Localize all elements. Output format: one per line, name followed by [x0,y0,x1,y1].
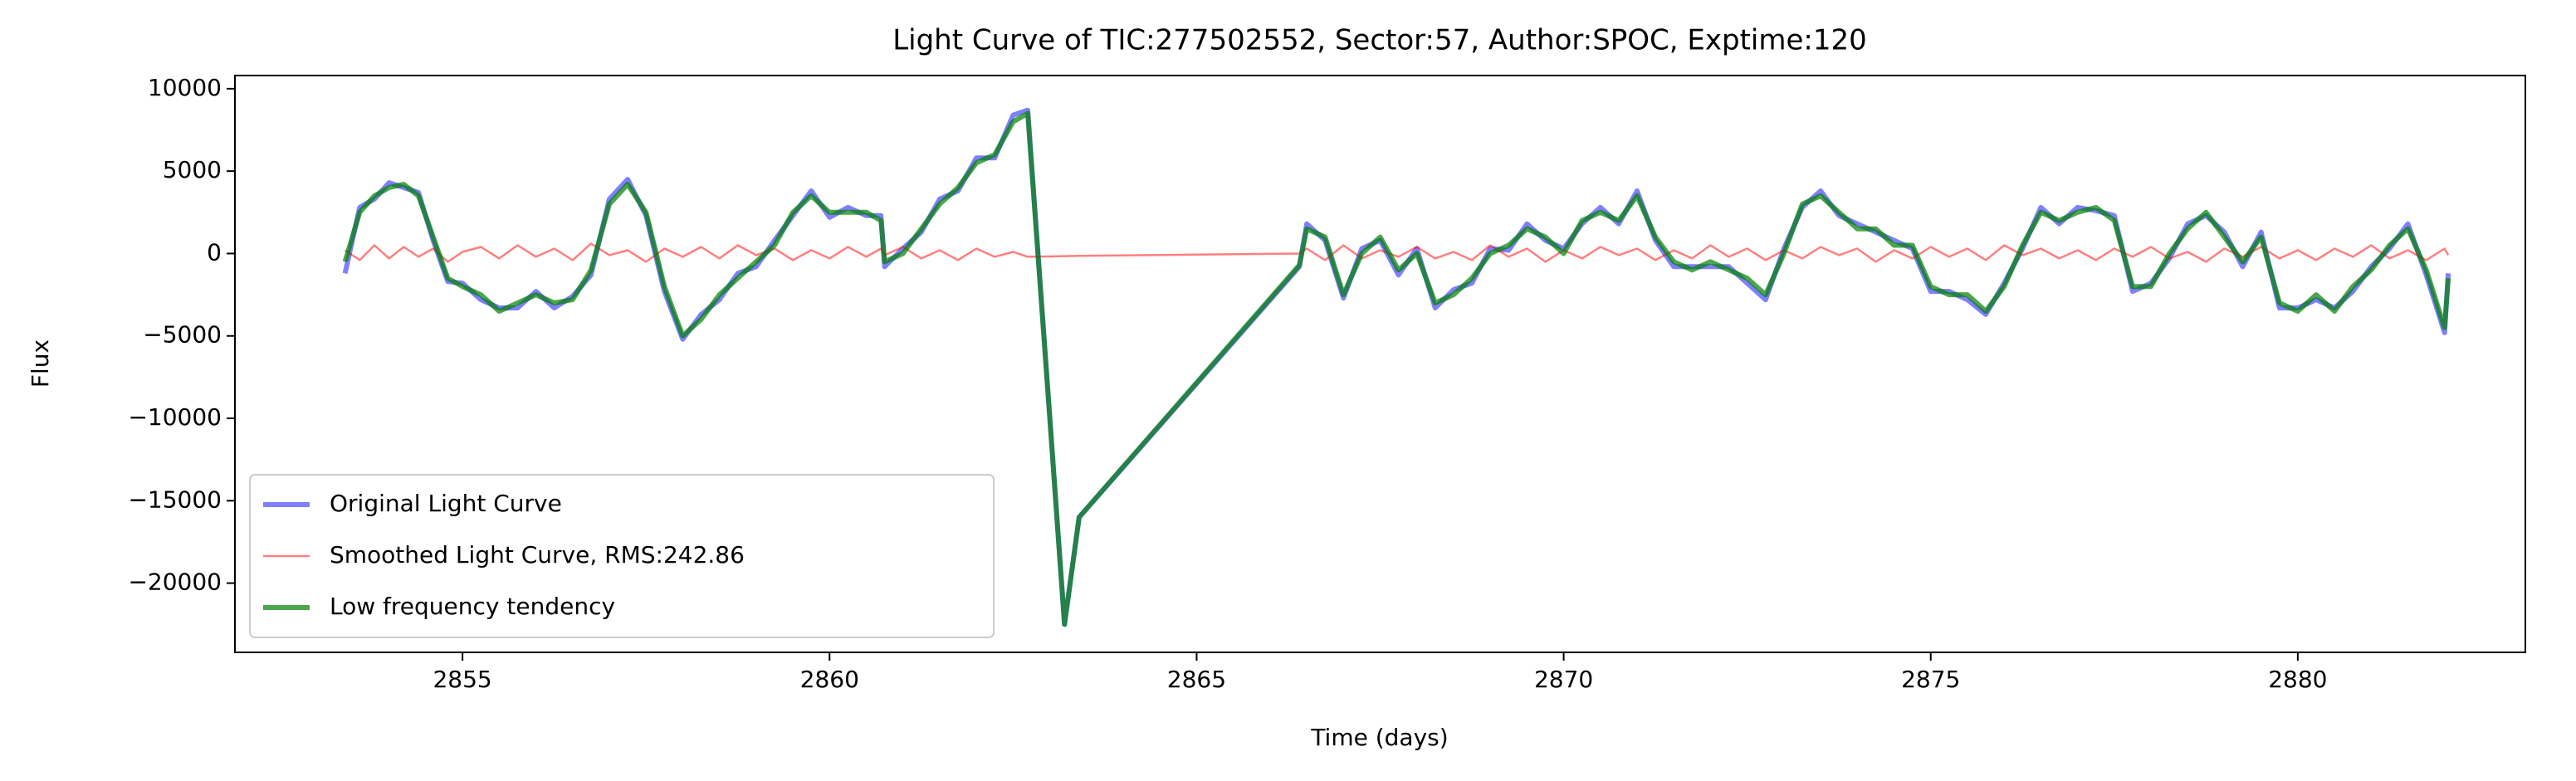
chart-title: Light Curve of TIC:277502552, Sector:57,… [892,24,1867,57]
x-tick-label: 2880 [2268,666,2327,693]
y-tick-label: 5000 [163,156,222,183]
x-tick-label: 2855 [433,666,491,693]
y-axis-label: Flux [27,339,54,388]
series-line [342,110,2451,627]
legend-label: Smoothed Light Curve, RMS:242.86 [330,541,745,569]
legend-box [249,474,995,638]
series-line [344,242,2450,263]
x-tick-label: 2860 [800,666,859,693]
y-tick-label: 0 [207,238,222,266]
y-tick-label: −5000 [143,321,222,349]
y-tick-label: −10000 [128,403,222,431]
x-tick-label: 2875 [1901,666,1960,693]
axes-frame [234,75,2526,653]
plot-area [342,107,2451,627]
y-tick-label: 10000 [148,74,222,101]
y-tick-label: −20000 [128,569,222,596]
x-tick-label: 2865 [1167,666,1226,693]
legend-label: Original Light Curve [330,490,562,517]
legend-label: Low frequency tendency [330,593,615,620]
x-axis-label: Time (days) [1310,724,1448,751]
x-tick-label: 2870 [1534,666,1593,693]
y-tick-label: −15000 [128,486,222,513]
